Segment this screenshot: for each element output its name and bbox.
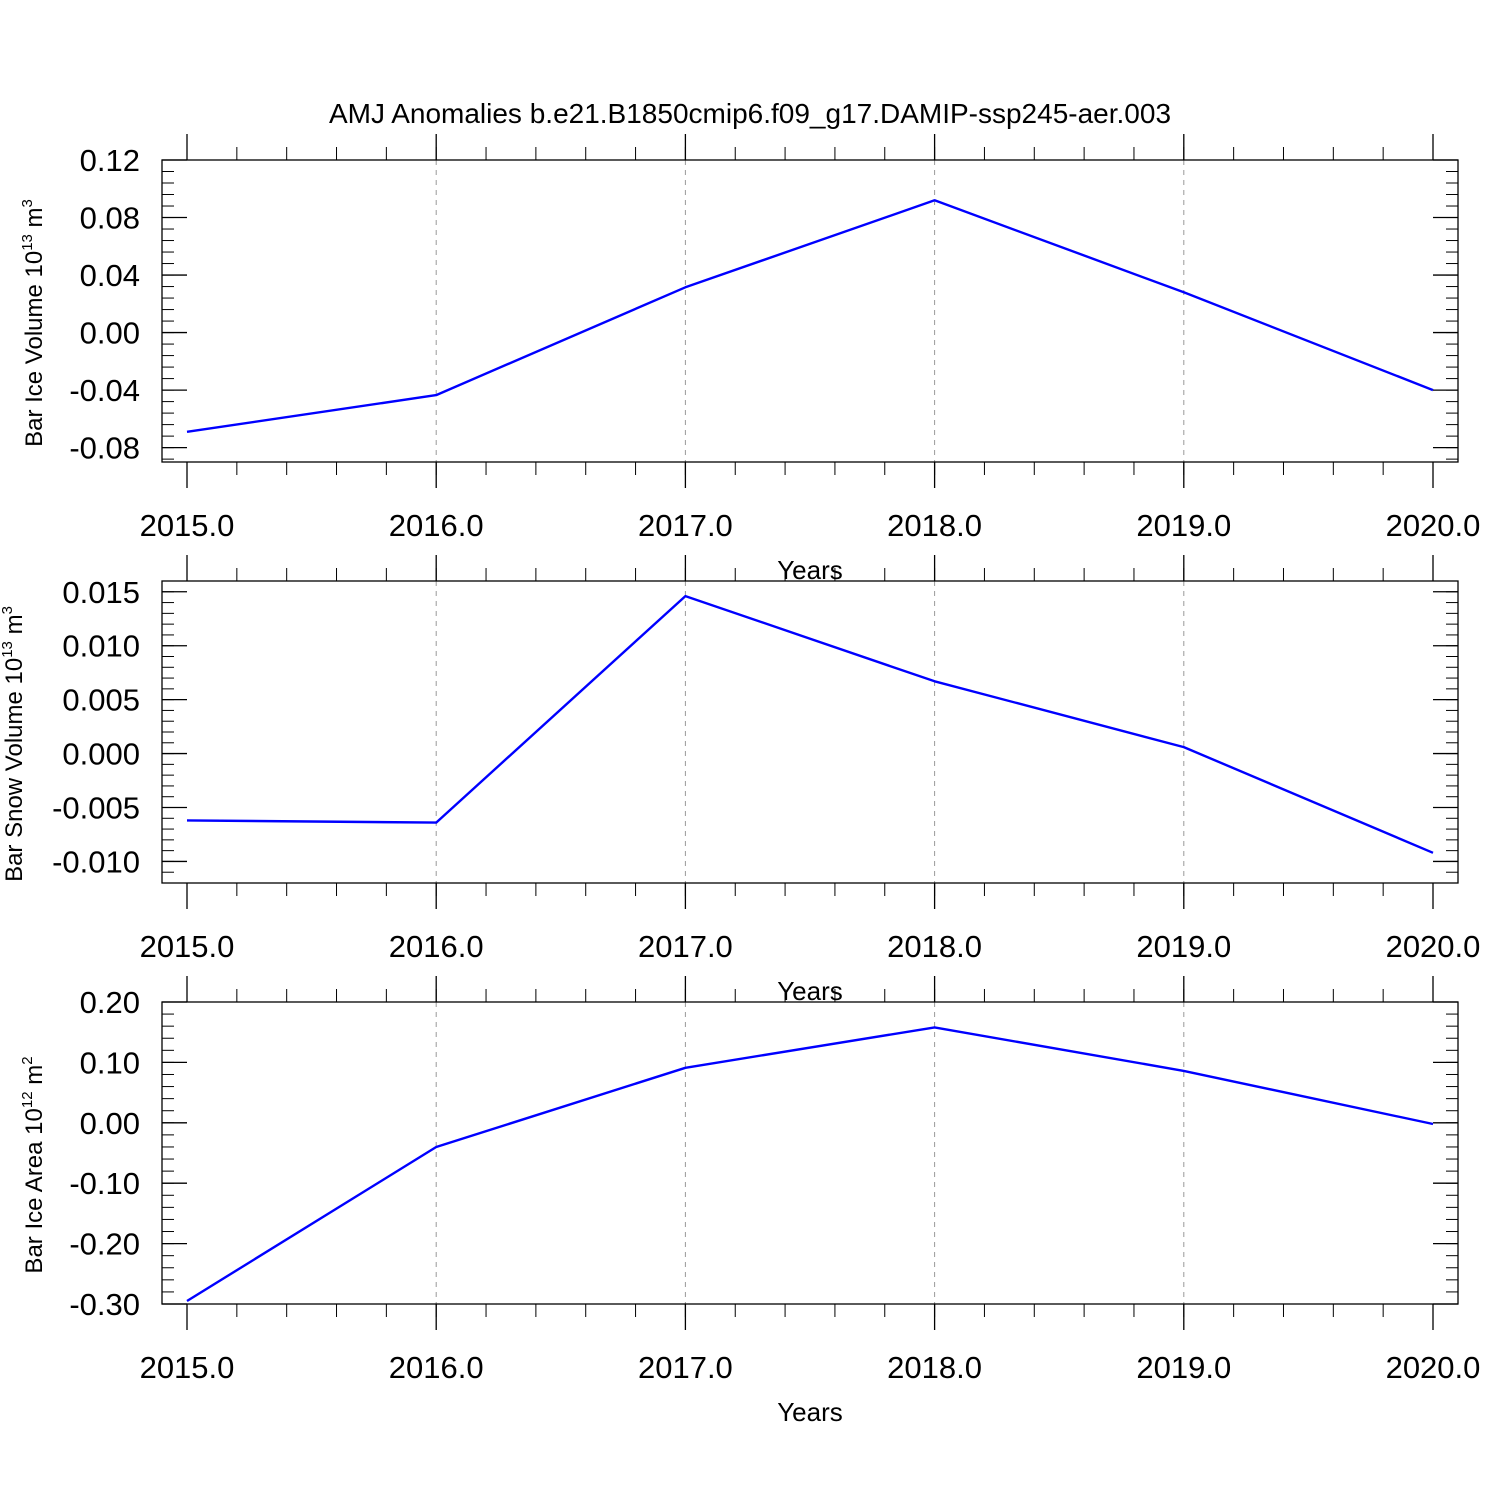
- y-tick-label: 0.000: [62, 737, 140, 772]
- y-tick-label: -0.20: [69, 1227, 140, 1262]
- y-tick-label: -0.005: [52, 791, 140, 826]
- series-line: [186, 1026, 1434, 1303]
- x-tick-label: 2017.0: [638, 508, 733, 543]
- x-tick-label: 2018.0: [887, 1350, 982, 1385]
- x-tick-label: 2019.0: [1136, 929, 1231, 964]
- x-tick-label: 2017.0: [638, 1350, 733, 1385]
- x-tick-label: 2015.0: [140, 929, 235, 964]
- series-line: [186, 199, 1434, 433]
- y-axis-label: Bar Ice Area 1012 m2: [19, 1056, 48, 1273]
- panel-ice-volume: Bar Ice Volume 1013 m3 Years 2015.0 2016.…: [19, 134, 1480, 585]
- panel-snow-volume: Bar Snow Volume 1013 m3 Years 2015.0 2016…: [0, 555, 1480, 1006]
- series-line: [186, 594, 1434, 854]
- y-tick-label: 0.04: [80, 258, 140, 293]
- x-tick-label: 2020.0: [1386, 929, 1481, 964]
- y-axis-label: Bar Ice Volume 1013 m3: [19, 199, 48, 447]
- plot-frame: [161, 1001, 1459, 1305]
- plot-frame: [161, 159, 1459, 463]
- panel-ice-area: Bar Ice Area 1012 m2 Years 2015.0 2016.0 2…: [19, 976, 1480, 1427]
- y-tick-label: 0.005: [62, 683, 140, 718]
- x-tick-label: 2020.0: [1386, 1350, 1481, 1385]
- y-tick-label: 0.00: [80, 1106, 140, 1141]
- x-tick-label: 2015.0: [140, 1350, 235, 1385]
- y-tick-label: -0.010: [52, 844, 140, 879]
- x-tick-label: 2018.0: [887, 929, 982, 964]
- y-tick-label: -0.04: [69, 373, 140, 408]
- x-tick-label: 2017.0: [638, 929, 733, 964]
- y-tick-label: 0.00: [80, 316, 140, 351]
- x-axis-label: Years: [777, 976, 843, 1006]
- x-tick-label: 2016.0: [389, 929, 484, 964]
- plot-frame: [161, 580, 1459, 884]
- x-tick-label: 2016.0: [389, 1350, 484, 1385]
- y-axis-label: Bar Snow Volume 1013 m3: [0, 606, 28, 882]
- x-tick-label: 2019.0: [1136, 508, 1231, 543]
- y-tick-label: 0.015: [62, 575, 140, 610]
- figure-title: AMJ Anomalies b.e21.B1850cmip6.f09_g17.D…: [329, 98, 1171, 129]
- y-tick-label: 0.20: [80, 985, 140, 1020]
- x-tick-label: 2016.0: [389, 508, 484, 543]
- y-tick-label: 0.12: [80, 143, 140, 178]
- y-tick-label: -0.08: [69, 431, 140, 466]
- x-axis-label: Years: [777, 1397, 843, 1427]
- y-tick-label: 0.10: [80, 1045, 140, 1080]
- x-tick-label: 2015.0: [140, 508, 235, 543]
- y-tick-label: 0.010: [62, 629, 140, 664]
- y-tick-label: -0.30: [69, 1287, 140, 1322]
- x-axis-label: Years: [777, 555, 843, 585]
- y-tick-label: 0.08: [80, 201, 140, 236]
- y-tick-label: -0.10: [69, 1166, 140, 1201]
- x-tick-label: 2020.0: [1386, 508, 1481, 543]
- x-tick-label: 2018.0: [887, 508, 982, 543]
- x-tick-label: 2019.0: [1136, 1350, 1231, 1385]
